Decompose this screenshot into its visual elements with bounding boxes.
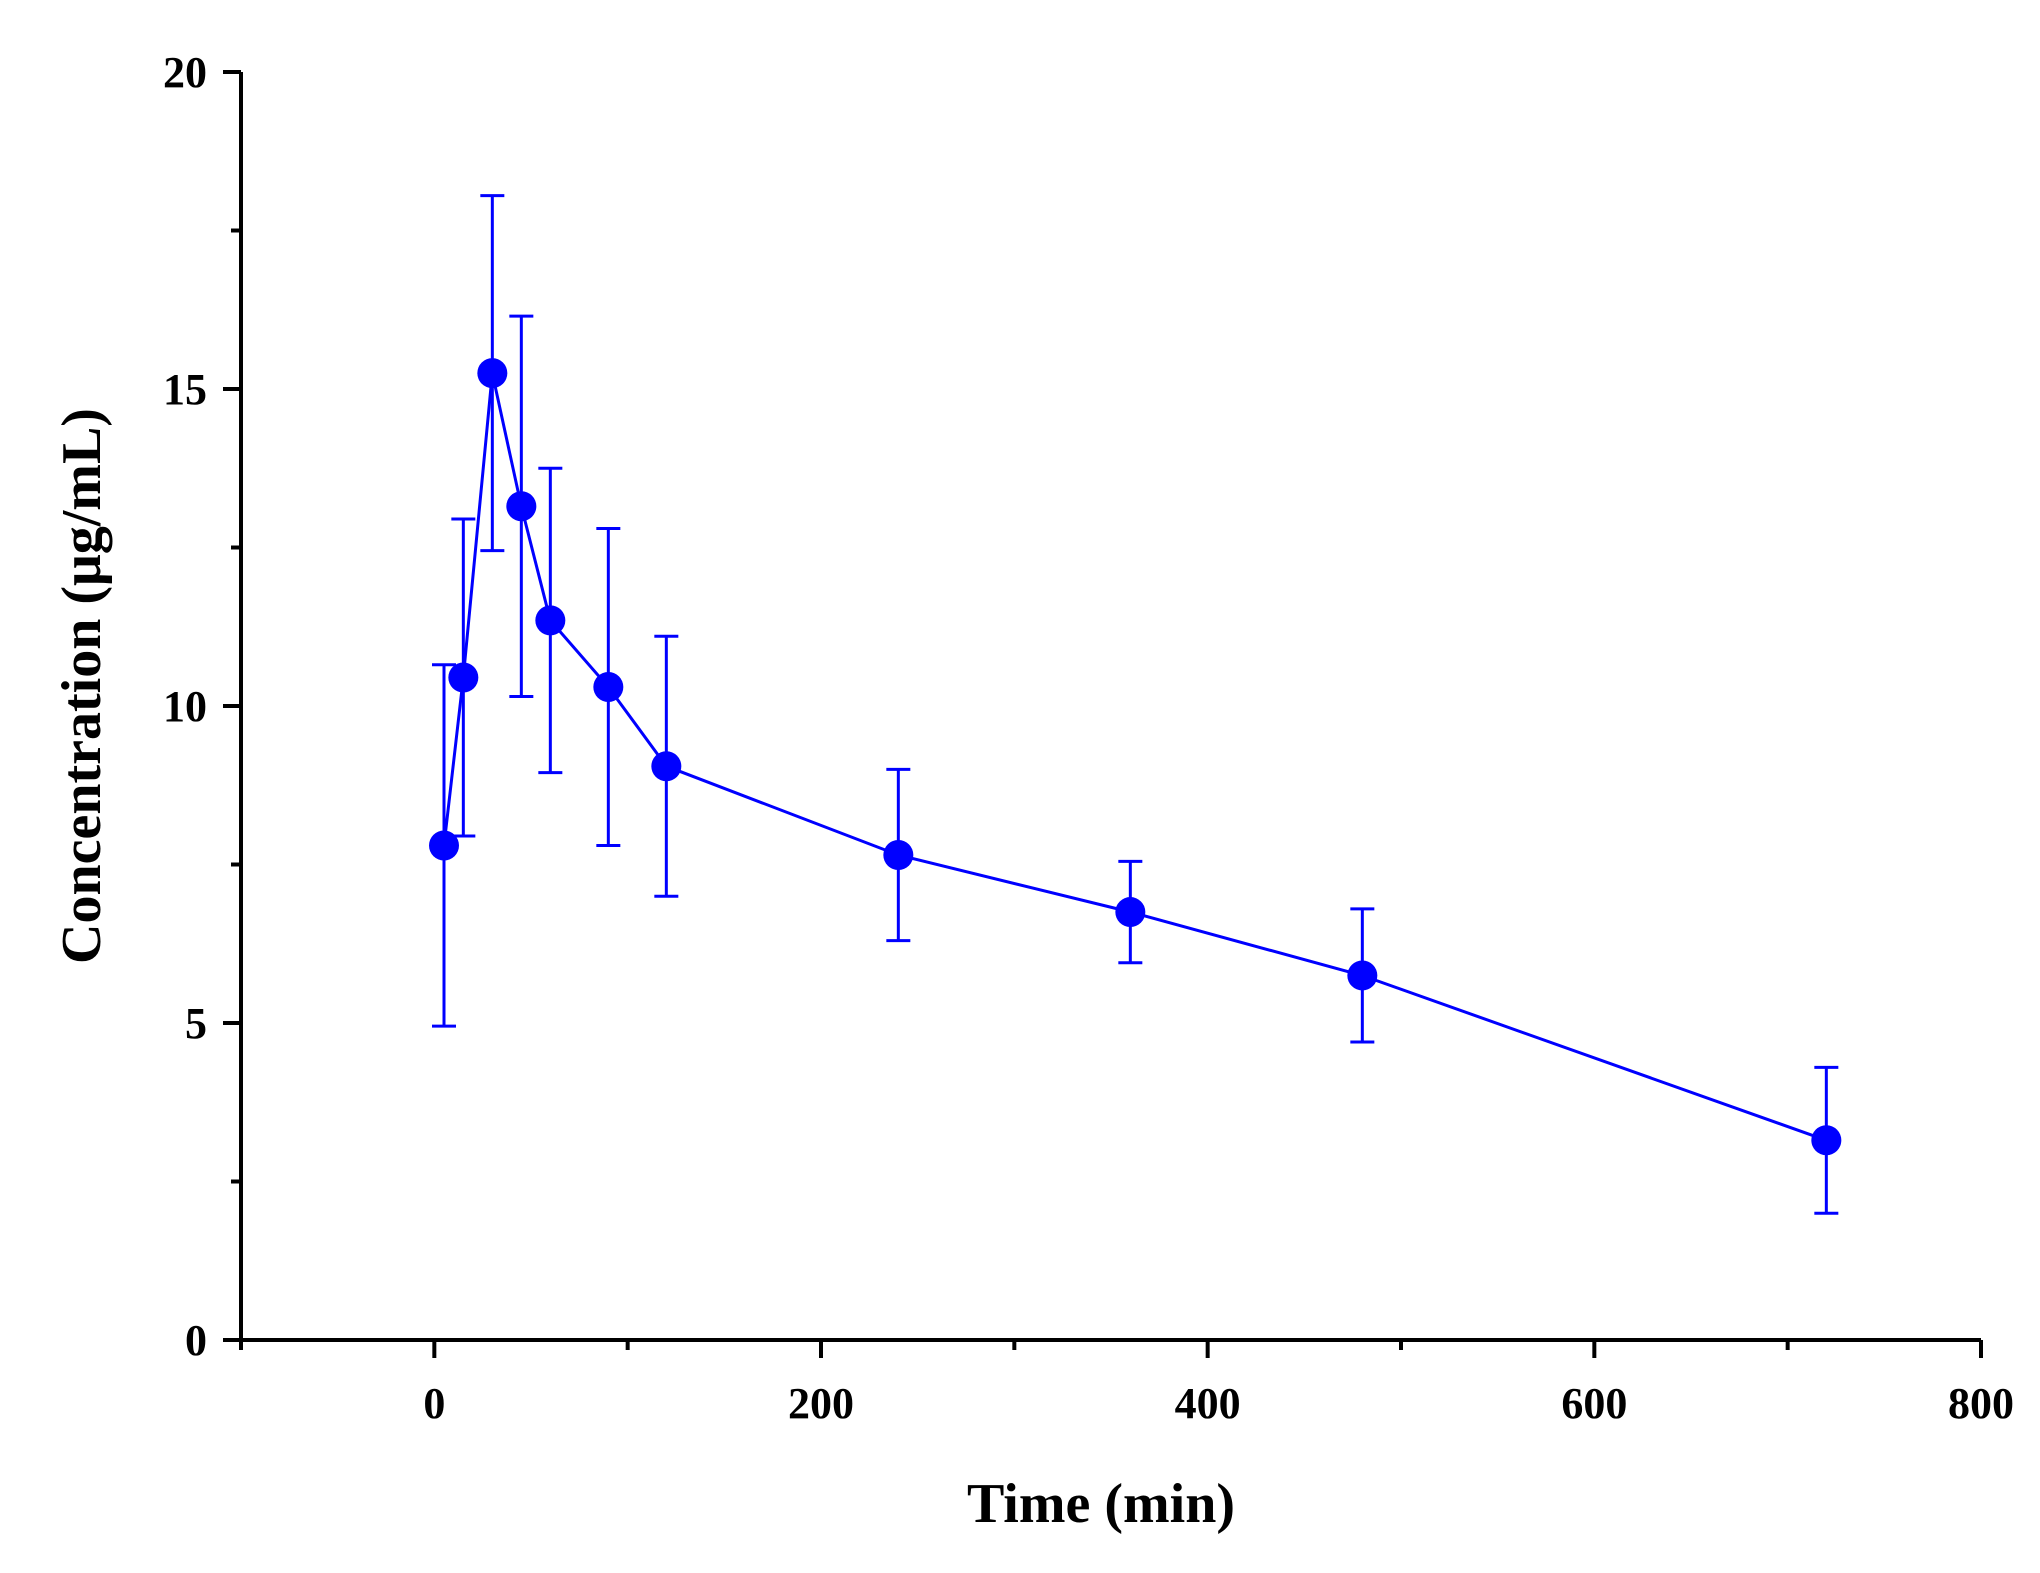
x-tick-label-400: 400 — [1175, 1379, 1241, 1428]
series-line-0 — [442, 372, 1827, 1142]
ticks: 0 200 400 600 800 0 5 10 15 20 — [163, 48, 2014, 1428]
data-point-9 — [1347, 960, 1378, 991]
x-tick-label-800: 800 — [1948, 1379, 2014, 1428]
axes — [239, 72, 1981, 1342]
error-bars — [432, 194, 1839, 1215]
data-point-3 — [506, 491, 537, 522]
data-point-4 — [535, 605, 566, 636]
series-line — [442, 372, 1827, 1142]
data-points — [429, 358, 1842, 1156]
x-tick-label-0: 0 — [423, 1379, 445, 1428]
data-point-10 — [1811, 1125, 1842, 1156]
y-tick-label-20: 20 — [163, 48, 207, 97]
data-point-7 — [883, 839, 914, 870]
x-tick-label-600: 600 — [1561, 1379, 1627, 1428]
data-point-5 — [593, 671, 624, 702]
data-point-8 — [1115, 897, 1146, 928]
data-point-2 — [477, 358, 508, 389]
y-axis-title: Concentration (μg/mL) — [51, 408, 113, 964]
y-tick-label-10: 10 — [163, 682, 207, 731]
x-axis-title: Time (min) — [967, 1473, 1235, 1535]
y-tick-label-15: 15 — [163, 365, 207, 414]
data-point-1 — [448, 662, 479, 693]
data-point-6 — [651, 751, 682, 782]
data-point-0 — [429, 830, 459, 861]
x-tick-label-200: 200 — [788, 1379, 854, 1428]
y-tick-label-5: 5 — [185, 999, 207, 1048]
y-tick-label-0: 0 — [185, 1316, 207, 1365]
